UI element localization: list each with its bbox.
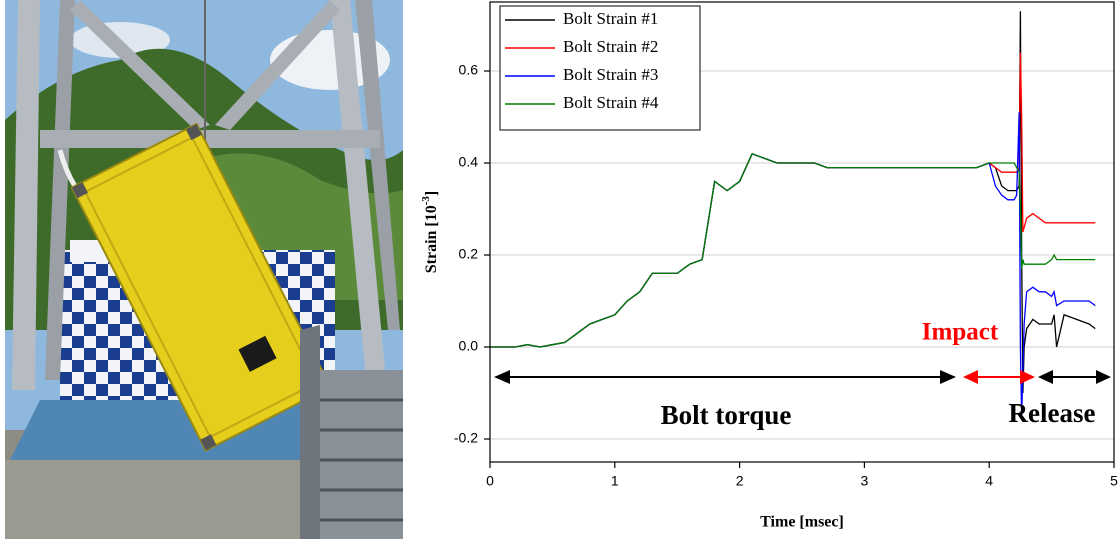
y-tick-label: 0.2 (459, 246, 479, 262)
legend-label: Bolt Strain #4 (563, 93, 659, 112)
arrow-head (940, 370, 956, 384)
x-tick-label: 5 (1110, 473, 1118, 489)
x-tick-label: 3 (861, 473, 869, 489)
x-tick-label: 4 (985, 473, 993, 489)
y-label-exponent: -3 (420, 196, 432, 206)
arrow-head (494, 370, 510, 384)
x-tick-label: 0 (486, 473, 494, 489)
x-tick-label: 2 (736, 473, 744, 489)
y-axis-label: Strain [10-3] (420, 191, 440, 274)
arrow-head (963, 370, 978, 384)
plot-lines (490, 11, 1096, 417)
arrow-head (1096, 370, 1111, 384)
legend-label: Bolt Strain #1 (563, 9, 658, 28)
series-line (490, 152, 1096, 348)
plot-frame (489, 1, 1115, 463)
legend-label: Bolt Strain #3 (563, 65, 658, 84)
arrow-head (1038, 370, 1053, 384)
legend: Bolt Strain #1 Bolt Strain #2 Bolt Strain … (505, 9, 659, 112)
y-tick-label: 0.0 (459, 338, 479, 354)
x-tick-label: 1 (611, 473, 619, 489)
series-line (490, 112, 1096, 417)
x-axis-label: Time [msec] (760, 514, 844, 531)
y-label-close: ] (423, 191, 440, 196)
legend-label: Bolt Strain #2 (563, 37, 658, 56)
y-label-text: Strain [10 (423, 205, 440, 273)
arrow-head (1020, 370, 1035, 384)
annotation-impact: Impact (922, 319, 999, 346)
photo (5, 0, 403, 539)
phase-arrows (494, 370, 1111, 384)
legend-box (499, 5, 701, 131)
y-tick-label: -0.2 (454, 430, 478, 446)
annotation-bolt-torque: Bolt torque (661, 400, 792, 430)
y-tick-label: 0.6 (459, 62, 479, 78)
annotation-release: Release (1009, 398, 1096, 428)
y-tick-label: 0.4 (459, 154, 479, 170)
